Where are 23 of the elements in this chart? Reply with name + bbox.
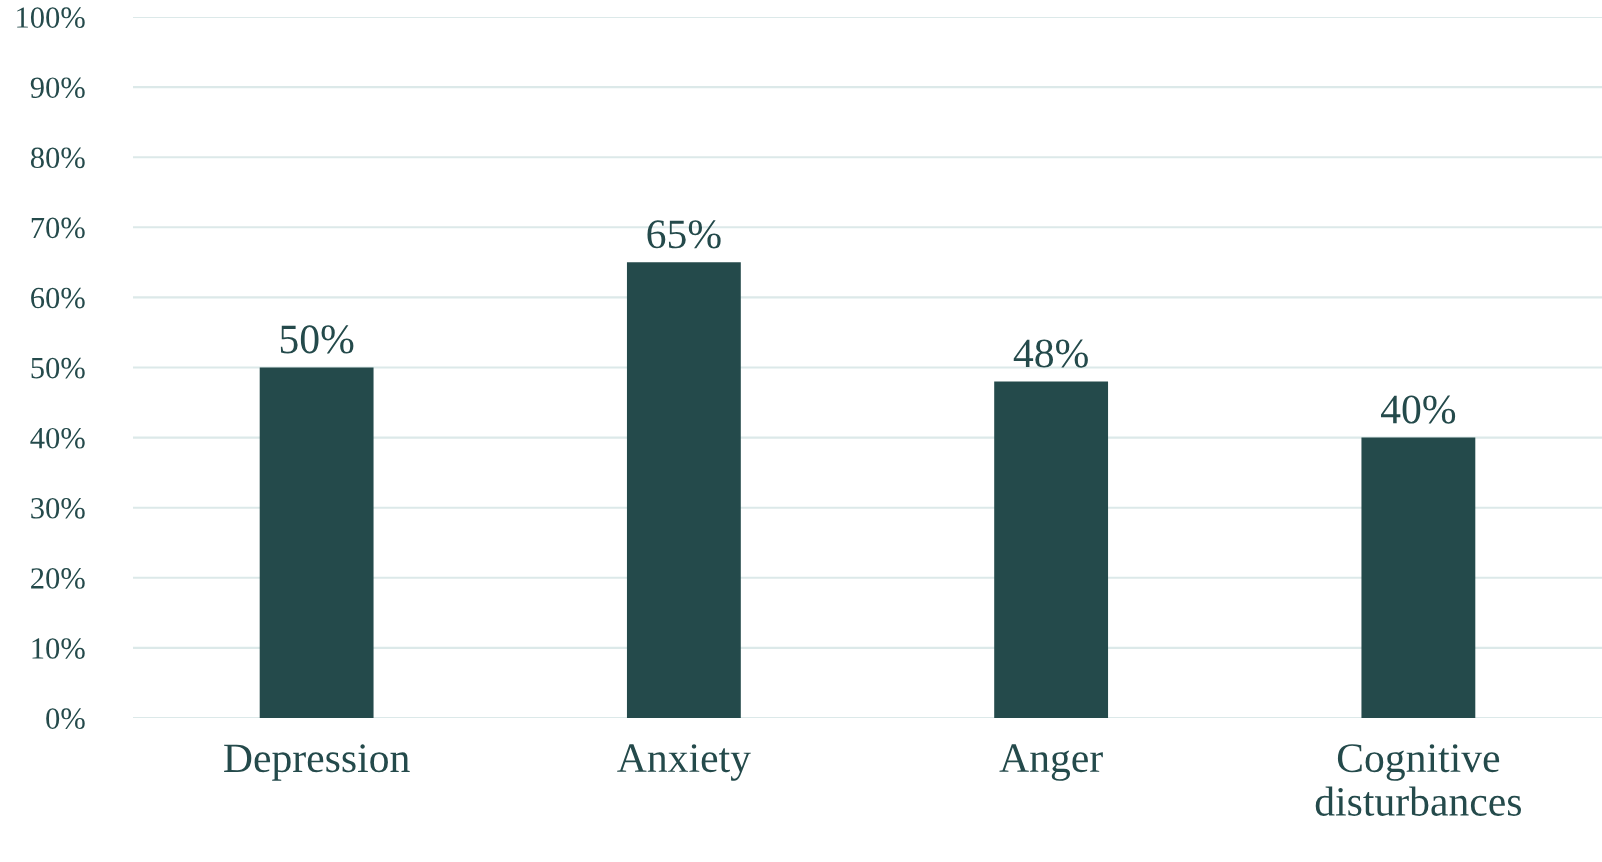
data-label: 50%	[280, 325, 354, 354]
x-tick-label: Depression	[224, 744, 410, 781]
y-tick-label: 40%	[30, 427, 85, 449]
data-label: 48%	[1013, 339, 1088, 368]
y-tick-label: 50%	[31, 357, 85, 379]
bar	[626, 262, 741, 718]
y-tick-label: 0%	[46, 708, 85, 729]
y-tick-label: 70%	[31, 217, 85, 239]
bar	[994, 381, 1109, 718]
y-tick-label: 60%	[31, 287, 85, 309]
x-tick-label: Anger	[999, 744, 1103, 781]
x-tick-label: Cognitive disturbances	[1315, 744, 1521, 816]
x-tick-label: Anxiety	[617, 744, 751, 781]
bar	[1361, 437, 1476, 718]
y-tick-label: 80%	[30, 147, 85, 169]
bar	[259, 367, 374, 718]
data-label: 65%	[647, 220, 721, 249]
y-tick-label: 30%	[31, 497, 85, 519]
y-tick-label: 10%	[32, 638, 85, 659]
y-tick-label: 100%	[17, 7, 85, 28]
y-tick-label: 90%	[30, 77, 85, 99]
y-tick-label: 20%	[31, 568, 85, 589]
data-label: 40%	[1381, 395, 1456, 424]
